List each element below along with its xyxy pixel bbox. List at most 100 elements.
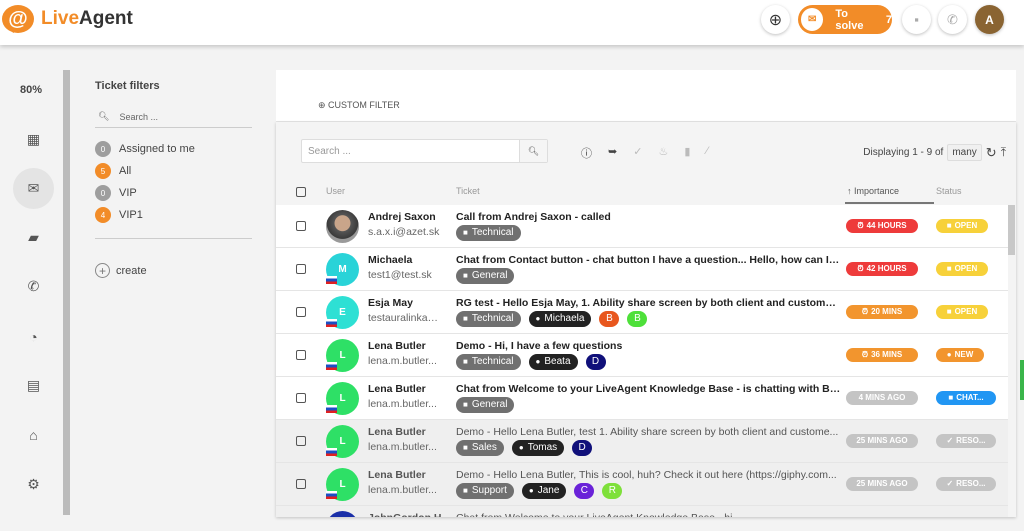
- table-row[interactable]: L Lena Butler lena.m.butler... Demo - Hello…: [276, 463, 1008, 506]
- column-importance[interactable]: ↑ Importance: [845, 182, 934, 204]
- department-tag: ■ General: [456, 397, 515, 413]
- table-row[interactable]: L Lena Butler lena.m.butler... Chat from We…: [276, 377, 1008, 420]
- folder-icon: ■: [463, 228, 468, 237]
- filter-item[interactable]: 5 All: [95, 160, 255, 182]
- department-tag: ■ Technical: [456, 225, 521, 241]
- nav-contacts[interactable]: ▤: [13, 365, 54, 406]
- sidebar-scrollbar[interactable]: [63, 70, 70, 515]
- importance-text: 44 HOURS: [866, 221, 907, 230]
- filter-label: Assigned to me: [119, 143, 195, 155]
- ticket-subject[interactable]: Demo - Hello Lena Butler, This is cool, …: [456, 469, 837, 481]
- contact-name: JohnGordon H...: [368, 512, 450, 517]
- ticket-subject[interactable]: Chat from Contact button - chat button I…: [456, 254, 841, 266]
- magic-wand-icon[interactable]: ⁄: [706, 145, 709, 157]
- side-tab[interactable]: [1020, 360, 1024, 400]
- tag-label: Tomas: [527, 442, 558, 453]
- column-status[interactable]: Status: [936, 186, 962, 196]
- plus-circle-icon: +: [95, 263, 110, 278]
- filter-item[interactable]: 0 VIP: [95, 182, 255, 204]
- chat-icon: ▰: [28, 229, 39, 245]
- nav-chats[interactable]: ▰: [13, 217, 54, 258]
- refresh-icon[interactable]: ↻: [985, 144, 997, 160]
- add-button[interactable]: ⊕: [761, 5, 790, 34]
- ticket-subject[interactable]: Demo - Hi, I have a few questions: [456, 340, 623, 352]
- contact-name: Lena Butler: [368, 426, 426, 438]
- ticket-subject[interactable]: Demo - Hello Lena Butler, test 1. Abilit…: [456, 426, 839, 438]
- table-row[interactable]: JohnGordon H... Chat from Welcome to your…: [276, 506, 1008, 517]
- nav-knowledgebase[interactable]: ⌂: [13, 414, 54, 455]
- filter-search-input[interactable]: 🔍︎ Search ...: [95, 106, 252, 128]
- chat-icon: ▪: [914, 12, 919, 27]
- inbox-icon: ■: [946, 264, 952, 273]
- status-badge: ■ OPEN: [936, 262, 988, 276]
- contact-email: s.a.x.i@azet.sk: [368, 226, 440, 238]
- filter-item[interactable]: 0 Assigned to me: [95, 138, 255, 160]
- nav-tickets[interactable]: ✉: [13, 168, 54, 209]
- envelope-icon: ✉: [27, 180, 40, 196]
- ticket-subject[interactable]: RG test - Hello Esja May, 1. Ability sha…: [456, 297, 841, 309]
- importance-text: 20 MINS: [871, 307, 903, 316]
- row-checkbox[interactable]: [296, 479, 306, 489]
- ticket-subject[interactable]: Chat from Welcome to your LiveAgent Know…: [456, 512, 841, 517]
- table-row[interactable]: L Lena Butler lena.m.butler... Demo - Hi, I…: [276, 334, 1008, 377]
- gear-icon: ⚙: [27, 476, 40, 492]
- filters-title: Ticket filters: [95, 80, 160, 92]
- forward-icon[interactable]: ➥: [608, 146, 618, 158]
- table-row[interactable]: E Esja May testauralinka@... RG test - Hell…: [276, 291, 1008, 334]
- nav-reports[interactable]: ◔: [13, 316, 54, 357]
- call-button[interactable]: ✆: [938, 5, 967, 34]
- column-user[interactable]: User: [326, 186, 346, 196]
- row-checkbox[interactable]: [296, 307, 306, 317]
- contact-name: Lena Butler: [368, 340, 426, 352]
- nav-dashboard[interactable]: ▦: [13, 119, 54, 160]
- phone-icon: ✆: [947, 11, 958, 27]
- row-checkbox[interactable]: [296, 436, 306, 446]
- trash-icon[interactable]: ▮: [684, 146, 691, 158]
- scroll-top-icon[interactable]: ⤒: [1000, 145, 1006, 159]
- agent-initial-badge: D: [572, 440, 593, 456]
- chat-button[interactable]: ▪: [902, 5, 931, 34]
- importance-text: 42 HOURS: [866, 264, 907, 273]
- info-icon[interactable]: ⓘ: [581, 148, 592, 160]
- row-checkbox[interactable]: [296, 221, 306, 231]
- contact-name: Esja May: [368, 297, 413, 309]
- nav-calls[interactable]: ✆: [13, 266, 54, 307]
- avatar[interactable]: A: [975, 5, 1004, 34]
- to-solve-button[interactable]: ✉ To solve 7: [798, 5, 892, 34]
- ticket-subject[interactable]: Call from Andrej Saxon - called: [456, 211, 611, 223]
- ticket-tags: ■ Technical: [456, 225, 521, 241]
- resolve-icon[interactable]: ✓: [633, 146, 643, 158]
- ticket-search-input[interactable]: Search ... 🔍︎: [301, 139, 548, 163]
- ticket-tags: ■ Technical ● Michaela B B: [456, 311, 648, 327]
- create-filter-button[interactable]: + create: [95, 263, 255, 278]
- agent-tag: ● Beata: [528, 354, 578, 370]
- table-row[interactable]: L Lena Butler lena.m.butler... Demo - Hello…: [276, 420, 1008, 463]
- search-button[interactable]: 🔍︎: [519, 140, 547, 162]
- filter-item[interactable]: 4 VIP1: [95, 204, 255, 226]
- ticket-tags: ■ Technical ● Beata D: [456, 354, 606, 370]
- table-row[interactable]: Andrej Saxon s.a.x.i@azet.sk Call from And…: [276, 205, 1008, 248]
- row-checkbox[interactable]: [296, 393, 306, 403]
- agent-tag: ● Jane: [521, 483, 567, 499]
- tag-label: Sales: [471, 442, 497, 453]
- select-all-checkbox[interactable]: [296, 187, 306, 197]
- total-count-button[interactable]: many: [947, 144, 982, 161]
- flag-icon: [326, 491, 337, 499]
- table-row[interactable]: M Michaela test1@test.sk Chat from Contact …: [276, 248, 1008, 291]
- row-checkbox[interactable]: [296, 350, 306, 360]
- status-badge: ● NEW: [936, 348, 984, 362]
- logo-icon: @: [2, 5, 34, 33]
- row-checkbox[interactable]: [296, 264, 306, 274]
- liveagent-logo[interactable]: @ LiveAgent: [2, 5, 133, 33]
- ticket-subject[interactable]: Chat from Welcome to your LiveAgent Know…: [456, 383, 841, 395]
- custom-filter-button[interactable]: ⊕ CUSTOM FILTER: [318, 100, 400, 110]
- column-ticket[interactable]: Ticket: [456, 186, 480, 196]
- tag-label: General: [471, 399, 508, 410]
- contact-name: Lena Butler: [368, 383, 426, 395]
- nav-settings[interactable]: ⚙: [13, 464, 54, 505]
- importance-badge: ⏰︎ 44 HOURS: [846, 219, 918, 233]
- importance-text: 25 MINS AGO: [856, 479, 908, 488]
- fire-icon[interactable]: ♨: [658, 146, 669, 158]
- list-scrollbar[interactable]: [1008, 205, 1015, 255]
- pagination-info: Displaying 1 - 9 of many ↻ ⤒: [863, 144, 1006, 161]
